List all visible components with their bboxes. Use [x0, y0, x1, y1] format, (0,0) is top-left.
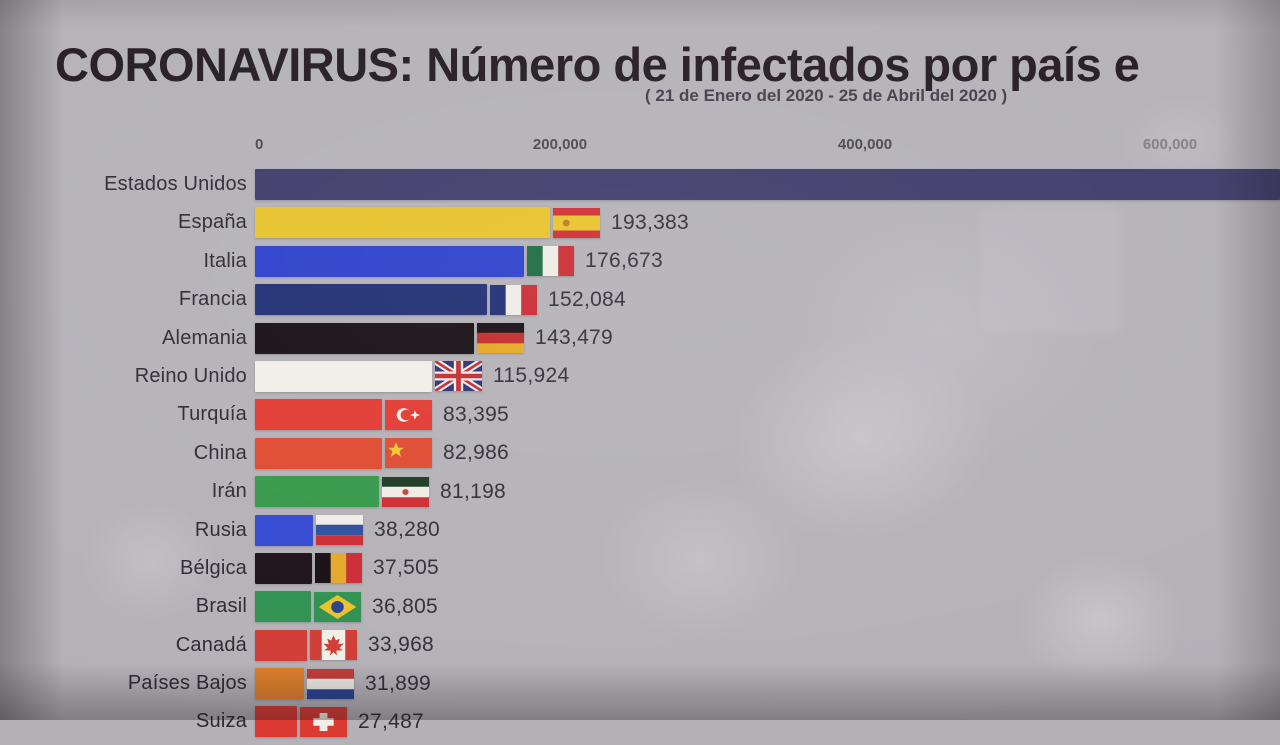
value-label: 152,084 [548, 287, 627, 311]
bar [255, 591, 311, 623]
value-label: 176,673 [585, 249, 664, 273]
chart-row: Reino Unido 115,924 [0, 360, 1280, 392]
flag-italy-icon [527, 246, 574, 277]
value-label: 83,395 [443, 402, 510, 426]
country-label: Alemania [162, 326, 247, 349]
flag-canada-icon [310, 630, 357, 661]
country-label: Países Bajos [127, 672, 247, 695]
bar-track: 83,395 [247, 399, 1280, 431]
x-axis: 0 200,000 400,000 600,000 [0, 136, 1280, 158]
value-label: 193,383 [611, 210, 690, 234]
bar-chart-rows: Estados Unidos España 193,383 Italia 176,673… [0, 169, 1280, 745]
country-label: Suiza [195, 710, 247, 733]
x-axis-tick-label: 600,000 [1142, 136, 1198, 153]
chart-subtitle: ( 21 de Enero del 2020 - 25 de Abril del… [645, 86, 1008, 105]
chart-row: España 193,383 [0, 207, 1280, 239]
bar-track: 31,899 [247, 668, 1280, 700]
country-label: Estados Unidos [104, 173, 247, 195]
bar [255, 360, 432, 392]
bar-track: 176,673 [247, 245, 1280, 277]
country-label: Rusia [194, 518, 247, 541]
flag-switzerland-icon [300, 706, 347, 737]
bar [255, 399, 382, 431]
bar-track: 193,383 [247, 207, 1280, 239]
country-label: Irán [211, 480, 247, 503]
bar [255, 284, 487, 316]
value-label: 37,505 [373, 556, 440, 580]
country-label: España [177, 211, 247, 234]
flag-france-icon [490, 284, 537, 315]
country-label: Bélgica [180, 556, 247, 579]
x-axis-tick-label: 0 [255, 136, 264, 153]
flag-turkey-icon [385, 399, 432, 430]
bar-track: 27,487 [247, 706, 1280, 738]
bar [255, 552, 312, 584]
value-label: 38,280 [374, 518, 441, 542]
bar [255, 169, 1280, 200]
chart-row: Suiza 27,487 [0, 706, 1280, 738]
chart-row: Francia 152,084 [0, 284, 1280, 316]
flag-china-icon [385, 438, 432, 469]
chart-row: Canadá 33,968 [0, 629, 1280, 661]
value-label: 36,805 [372, 594, 439, 618]
value-label: 27,487 [358, 709, 425, 733]
bar-track: 143,479 [247, 322, 1280, 354]
chart-row: China 82,986 [0, 437, 1280, 469]
value-label: 143,479 [535, 326, 614, 350]
bar [255, 668, 304, 700]
country-label: Reino Unido [134, 364, 247, 387]
bar [255, 706, 297, 738]
bar [255, 476, 379, 508]
flag-netherlands-icon [307, 668, 354, 699]
bar-track: 38,280 [247, 514, 1280, 546]
country-label: Francia [178, 288, 247, 311]
x-axis-tick-label: 200,000 [532, 136, 588, 153]
flag-russia-icon [316, 515, 363, 546]
value-label: 115,924 [493, 364, 570, 388]
country-label: Canadá [175, 633, 247, 656]
value-label: 81,198 [440, 479, 507, 503]
value-label: 82,986 [443, 441, 510, 465]
chart-row: Brasil 36,805 [0, 591, 1280, 623]
x-axis-tick-label: 400,000 [837, 136, 893, 153]
chart-row: Irán 81,198 [0, 476, 1280, 508]
flag-brazil-icon [314, 591, 361, 622]
country-label: Brasil [195, 595, 247, 618]
bar-track: 36,805 [247, 591, 1280, 623]
bar [255, 514, 313, 546]
flag-belgium-icon [315, 553, 362, 584]
bar [255, 207, 550, 239]
chart-row: Bélgica 37,505 [0, 552, 1280, 584]
chart-title: CORONAVIRUS: Número de infectados por pa… [55, 38, 1140, 92]
chart-row: Países Bajos 31,899 [0, 668, 1280, 700]
bar-track: 82,986 [247, 437, 1280, 469]
bar-track: 152,084 [247, 284, 1280, 316]
chart-row: Rusia 38,280 [0, 514, 1280, 546]
bar [255, 629, 307, 661]
bar [255, 437, 382, 469]
bar-track [247, 169, 1280, 200]
chart-row: Estados Unidos [0, 169, 1280, 200]
bar-track: 81,198 [247, 476, 1280, 508]
flag-spain-icon [553, 207, 600, 238]
flag-uk-icon [435, 361, 482, 392]
country-label: China [193, 441, 247, 464]
bar-track: 115,924 [247, 360, 1280, 392]
value-label: 31,899 [365, 671, 432, 695]
country-label: Italia [203, 249, 247, 272]
bar [255, 322, 474, 354]
chart-row: Turquía 83,395 [0, 399, 1280, 431]
country-label: Turquía [177, 403, 247, 426]
chart-row: Alemania 143,479 [0, 322, 1280, 354]
value-label: 33,968 [368, 633, 435, 657]
flag-iran-icon [382, 476, 429, 507]
bar-track: 37,505 [247, 552, 1280, 584]
chart-row: Italia 176,673 [0, 245, 1280, 277]
bar-track: 33,968 [247, 629, 1280, 661]
flag-germany-icon [477, 323, 524, 354]
bar [255, 245, 524, 277]
